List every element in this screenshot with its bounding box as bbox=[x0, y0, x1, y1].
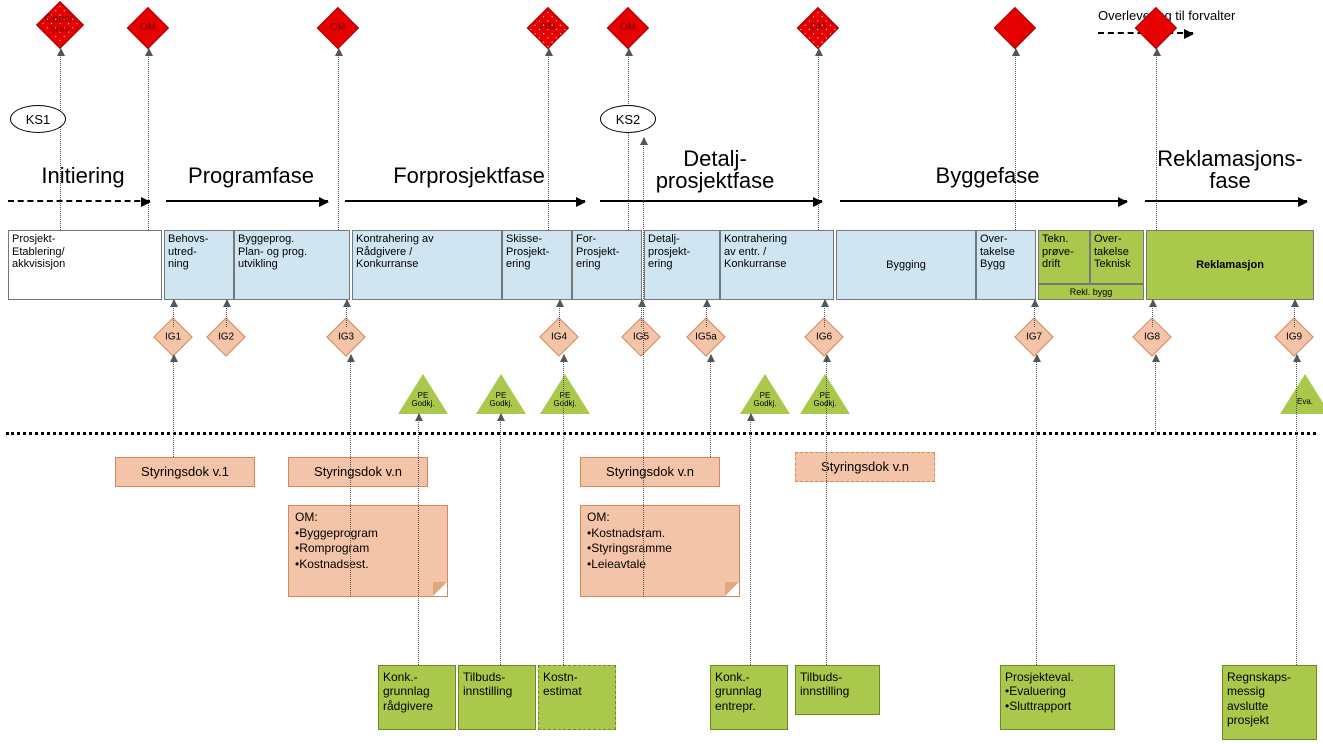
arrow-up-to-diamond-2 bbox=[338, 49, 339, 230]
output-box-4: Tilbuds-innstilling bbox=[795, 665, 880, 715]
dotted-vertical-3 bbox=[500, 414, 501, 665]
dotted-vertical-9 bbox=[1036, 355, 1037, 665]
phase-box-4: Skisse-Prosjekt-ering bbox=[502, 230, 572, 300]
ig-arrow-up-7 bbox=[1034, 300, 1035, 327]
phase-box-12: Rekl. bygg bbox=[1038, 284, 1144, 300]
output-box-6: Regnskaps-messigavslutteprosjekt bbox=[1222, 665, 1317, 740]
styringsdok-1: Styringsdok v.n bbox=[288, 457, 428, 487]
phase-box-1: Behovs-utred-ning bbox=[164, 230, 234, 300]
diagram-stage: Overlevering til forvalter Oppdr. brevOM… bbox=[0, 0, 1323, 744]
phase-title-5: Reklamasjons-fase bbox=[1145, 148, 1315, 192]
arrow-up-to-diamond-7 bbox=[1156, 49, 1157, 230]
pe-triangle-5 bbox=[1280, 374, 1323, 414]
phase-box-2: Byggeprog.Plan- og prog.utvikling bbox=[234, 230, 350, 300]
phase-arrow-4 bbox=[840, 200, 1127, 202]
phase-box-6: Detalj-prosjekt-ering bbox=[644, 230, 720, 300]
phase-title-4: Byggefase bbox=[840, 163, 1135, 189]
red-diamond-5: OM bbox=[796, 6, 838, 48]
arrow-up-to-diamond-4 bbox=[628, 49, 629, 230]
phase-box-0: Prosjekt-Etablering/akkvisisjon bbox=[8, 230, 162, 300]
phase-title-1: Programfase bbox=[166, 163, 336, 189]
pe-label-3: PEGodkj. bbox=[740, 392, 790, 409]
phase-arrow-1 bbox=[166, 200, 328, 202]
ks-oval-0: KS1 bbox=[10, 105, 66, 133]
phase-title-0: Initiering bbox=[8, 163, 158, 189]
output-box-5: Prosjekteval.•Evaluering•Sluttrapport bbox=[1000, 665, 1115, 730]
pe-label-0: PEGodkj. bbox=[398, 392, 448, 409]
dotted-vertical-4 bbox=[563, 355, 564, 665]
phase-arrow-5 bbox=[1145, 200, 1307, 202]
phase-arrow-2 bbox=[345, 200, 585, 202]
output-box-0: Konk.-grunnlagrådgivere bbox=[378, 665, 456, 730]
phase-box-3: Kontrahering avRådgivere /Konkurranse bbox=[352, 230, 502, 300]
ig-arrow-up-0 bbox=[173, 300, 174, 327]
phase-box-13: Reklamasjon bbox=[1146, 230, 1314, 300]
pe-label-4: PEGodkj. bbox=[800, 392, 850, 409]
red-diamond-0: Oppdr. brev bbox=[36, 1, 84, 49]
arrow-up-to-diamond-3 bbox=[548, 49, 549, 230]
dotted-vertical-8 bbox=[826, 355, 827, 665]
arrow-up-to-diamond-0 bbox=[60, 49, 61, 230]
output-box-2: Kostn-estimat bbox=[538, 665, 616, 730]
ig-arrow-up-5 bbox=[706, 300, 707, 327]
red-diamond-2: OM bbox=[316, 6, 358, 48]
om-note-0: OM:•Byggeprogram•Romprogram•Kostnadsest. bbox=[288, 505, 448, 597]
styringsdok-2: Styringsdok v.n bbox=[580, 457, 720, 487]
dotted-vertical-2 bbox=[418, 414, 419, 665]
phase-box-11: Over-takelseTeknisk bbox=[1090, 230, 1144, 284]
red-diamond-1: OM bbox=[126, 6, 168, 48]
dotted-vertical-1 bbox=[350, 355, 351, 597]
ig-arrow-up-1 bbox=[226, 300, 227, 327]
dotted-vertical-0 bbox=[173, 355, 174, 457]
dotted-vertical-10 bbox=[1155, 355, 1156, 432]
pe-label-5: Eva. bbox=[1280, 398, 1323, 406]
ig-arrow-up-4 bbox=[641, 300, 642, 327]
phase-box-10: Tekn.prøve-drift bbox=[1038, 230, 1090, 284]
styringsdok-3: Styringsdok v.n bbox=[795, 452, 935, 482]
phase-box-5: For-Prosjekt-ering bbox=[572, 230, 642, 300]
pe-label-1: PEGodkj. bbox=[476, 392, 526, 409]
ig-arrow-up-9 bbox=[1294, 300, 1295, 327]
dotted-vertical-7 bbox=[750, 414, 751, 665]
dotted-vertical-5 bbox=[643, 138, 644, 597]
red-diamond-6 bbox=[993, 6, 1035, 48]
output-box-3: Konk.-grunnlagentrepr. bbox=[710, 665, 788, 730]
phase-box-7: Kontraheringav entr. /Konkurranse bbox=[720, 230, 834, 300]
phase-title-2: Forprosjektfase bbox=[345, 163, 593, 189]
phase-title-3: Detalj-prosjektfase bbox=[600, 148, 830, 192]
ig-arrow-up-8 bbox=[1152, 300, 1153, 327]
red-diamond-4: OM bbox=[606, 6, 648, 48]
phase-box-8: Bygging bbox=[836, 230, 976, 300]
ks-oval-1: KS2 bbox=[600, 105, 656, 133]
arrow-up-to-diamond-6 bbox=[1015, 49, 1016, 230]
om-note-1: OM:•Kostnadsram.•Styringsramme•Leieavtal… bbox=[580, 505, 740, 597]
ig-arrow-up-6 bbox=[824, 300, 825, 327]
phase-arrow-3 bbox=[600, 200, 822, 202]
ig-arrow-up-2 bbox=[346, 300, 347, 327]
pe-label-2: PEGodkj. bbox=[540, 392, 590, 409]
red-diamond-3: OM bbox=[526, 6, 568, 48]
ig-arrow-up-3 bbox=[559, 300, 560, 327]
dotted-vertical-6 bbox=[710, 355, 711, 457]
phase-arrow-0 bbox=[8, 200, 150, 202]
horizontal-divider bbox=[6, 432, 1316, 435]
styringsdok-0: Styringsdok v.1 bbox=[115, 457, 255, 487]
phase-box-9: Over-takelseBygg bbox=[976, 230, 1036, 300]
output-box-1: Tilbuds-innstilling bbox=[458, 665, 536, 730]
dotted-vertical-11 bbox=[1296, 355, 1297, 665]
